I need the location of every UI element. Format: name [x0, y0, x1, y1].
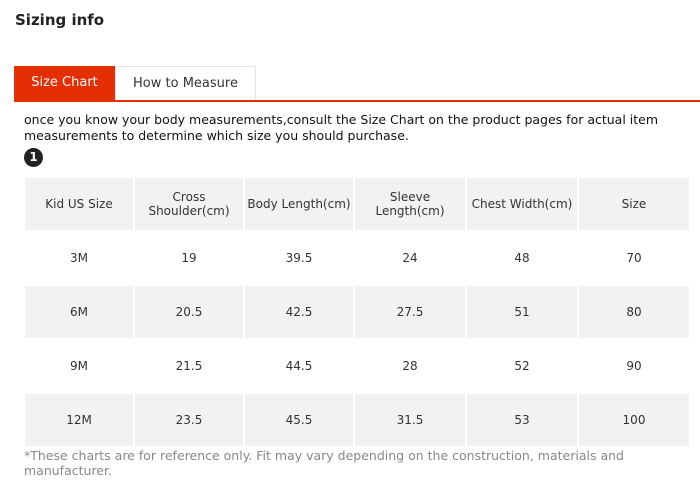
header-cross-shoulder: Cross Shoulder(cm)	[135, 178, 243, 230]
table-cell: 48	[514, 251, 530, 265]
table-cell: 19	[181, 251, 197, 265]
table-cell: 39.5	[285, 251, 313, 265]
table-cell: 45.5	[245, 394, 353, 446]
table-cell: 52	[514, 359, 530, 373]
header-sleeve-length: Sleeve Length(cm)	[355, 178, 465, 230]
table-cell: 20.5	[135, 286, 243, 338]
table-cell: 90	[626, 359, 642, 373]
number-badge: 1	[24, 148, 43, 167]
table-cell: 23.5	[135, 394, 243, 446]
table-cell: 100	[579, 394, 689, 446]
tab-size-chart[interactable]: Size Chart	[14, 66, 115, 100]
header-size: Size	[579, 178, 689, 230]
disclaimer-note: *These charts are for reference only. Fi…	[24, 448, 624, 478]
table-cell: 28	[402, 359, 418, 373]
page-title: Sizing info	[15, 11, 105, 29]
table-cell: 44.5	[285, 359, 313, 373]
table-cell: 42.5	[245, 286, 353, 338]
table-cell: 80	[579, 286, 689, 338]
table-cell: 27.5	[355, 286, 465, 338]
table-header: Kid US Size Cross Shoulder(cm) Body Leng…	[25, 178, 689, 230]
table-row: 3M 19 39.5 24 48 70	[25, 232, 689, 284]
table-row: 9M 21.5 44.5 28 52 90	[25, 340, 689, 392]
table-cell: 70	[626, 251, 642, 265]
table-cell: 3M	[70, 251, 88, 265]
header-body-length: Body Length(cm)	[245, 178, 353, 230]
header-kid-us-size: Kid US Size	[25, 178, 133, 230]
table-cell: 51	[467, 286, 577, 338]
table-row: 12M 23.5 45.5 31.5 53 100	[25, 394, 689, 446]
tab-bar: Size Chart How to Measure	[14, 66, 700, 102]
table-cell: 12M	[25, 394, 133, 446]
table-cell: 6M	[25, 286, 133, 338]
tab-how-to-measure[interactable]: How to Measure	[115, 66, 256, 100]
table-cell: 9M	[70, 359, 88, 373]
table-cell: 53	[467, 394, 577, 446]
table-cell: 21.5	[175, 359, 203, 373]
table-cell: 24	[402, 251, 418, 265]
header-chest-width: Chest Width(cm)	[467, 178, 577, 230]
table-cell: 31.5	[355, 394, 465, 446]
size-table: Kid US Size Cross Shoulder(cm) Body Leng…	[23, 176, 691, 448]
description: once you know your body measurements,con…	[24, 112, 659, 143]
table-row: 6M 20.5 42.5 27.5 51 80	[25, 286, 689, 338]
